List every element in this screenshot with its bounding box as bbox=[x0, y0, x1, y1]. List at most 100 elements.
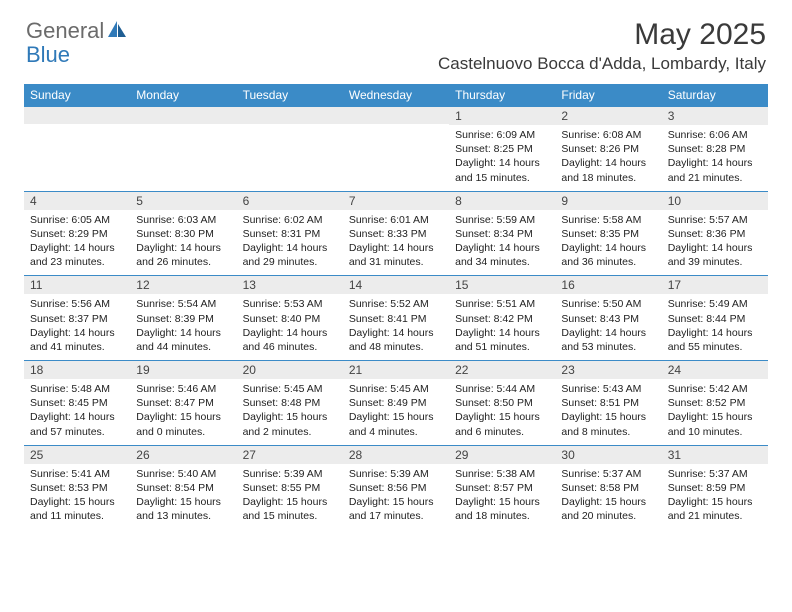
daylight-text: Daylight: 15 hours and 15 minutes. bbox=[243, 495, 337, 523]
day-body: Sunrise: 6:05 AMSunset: 8:29 PMDaylight:… bbox=[24, 210, 130, 276]
sunrise-text: Sunrise: 5:53 AM bbox=[243, 297, 337, 311]
sunrise-text: Sunrise: 5:44 AM bbox=[455, 382, 549, 396]
daylight-text: Daylight: 14 hours and 41 minutes. bbox=[30, 326, 124, 354]
day-body: Sunrise: 5:40 AMSunset: 8:54 PMDaylight:… bbox=[130, 464, 236, 530]
day-body: Sunrise: 5:54 AMSunset: 8:39 PMDaylight:… bbox=[130, 294, 236, 360]
daylight-text: Daylight: 14 hours and 46 minutes. bbox=[243, 326, 337, 354]
sunset-text: Sunset: 8:30 PM bbox=[136, 227, 230, 241]
day-body: Sunrise: 5:49 AMSunset: 8:44 PMDaylight:… bbox=[662, 294, 768, 360]
sunset-text: Sunset: 8:39 PM bbox=[136, 312, 230, 326]
daylight-text: Daylight: 15 hours and 6 minutes. bbox=[455, 410, 549, 438]
sunrise-text: Sunrise: 5:50 AM bbox=[561, 297, 655, 311]
day-body bbox=[130, 124, 236, 182]
sunset-text: Sunset: 8:50 PM bbox=[455, 396, 549, 410]
day-number: 19 bbox=[130, 361, 236, 379]
sunset-text: Sunset: 8:41 PM bbox=[349, 312, 443, 326]
logo-text-blue: Blue bbox=[26, 42, 70, 68]
day-body: Sunrise: 5:41 AMSunset: 8:53 PMDaylight:… bbox=[24, 464, 130, 530]
sunset-text: Sunset: 8:48 PM bbox=[243, 396, 337, 410]
day-cell: 18Sunrise: 5:48 AMSunset: 8:45 PMDayligh… bbox=[24, 361, 130, 446]
day-cell: 7Sunrise: 6:01 AMSunset: 8:33 PMDaylight… bbox=[343, 191, 449, 276]
day-cell bbox=[237, 107, 343, 192]
day-body: Sunrise: 6:02 AMSunset: 8:31 PMDaylight:… bbox=[237, 210, 343, 276]
sunset-text: Sunset: 8:44 PM bbox=[668, 312, 762, 326]
sunset-text: Sunset: 8:35 PM bbox=[561, 227, 655, 241]
day-number bbox=[130, 107, 236, 124]
day-cell: 1Sunrise: 6:09 AMSunset: 8:25 PMDaylight… bbox=[449, 107, 555, 192]
day-body: Sunrise: 5:39 AMSunset: 8:56 PMDaylight:… bbox=[343, 464, 449, 530]
day-cell bbox=[343, 107, 449, 192]
day-number bbox=[24, 107, 130, 124]
day-body bbox=[24, 124, 130, 182]
sunset-text: Sunset: 8:55 PM bbox=[243, 481, 337, 495]
day-cell bbox=[24, 107, 130, 192]
day-body: Sunrise: 5:50 AMSunset: 8:43 PMDaylight:… bbox=[555, 294, 661, 360]
day-body: Sunrise: 5:51 AMSunset: 8:42 PMDaylight:… bbox=[449, 294, 555, 360]
sunrise-text: Sunrise: 6:09 AM bbox=[455, 128, 549, 142]
day-cell bbox=[130, 107, 236, 192]
day-number: 5 bbox=[130, 192, 236, 210]
sunrise-text: Sunrise: 5:51 AM bbox=[455, 297, 549, 311]
day-body: Sunrise: 6:03 AMSunset: 8:30 PMDaylight:… bbox=[130, 210, 236, 276]
title-block: May 2025 Castelnuovo Bocca d'Adda, Lomba… bbox=[438, 18, 766, 74]
daylight-text: Daylight: 14 hours and 15 minutes. bbox=[455, 156, 549, 184]
sunrise-text: Sunrise: 5:37 AM bbox=[561, 467, 655, 481]
sunrise-text: Sunrise: 5:39 AM bbox=[349, 467, 443, 481]
sunset-text: Sunset: 8:43 PM bbox=[561, 312, 655, 326]
day-body: Sunrise: 6:01 AMSunset: 8:33 PMDaylight:… bbox=[343, 210, 449, 276]
sunset-text: Sunset: 8:47 PM bbox=[136, 396, 230, 410]
day-cell: 20Sunrise: 5:45 AMSunset: 8:48 PMDayligh… bbox=[237, 361, 343, 446]
sunset-text: Sunset: 8:26 PM bbox=[561, 142, 655, 156]
daylight-text: Daylight: 14 hours and 39 minutes. bbox=[668, 241, 762, 269]
sunrise-text: Sunrise: 5:40 AM bbox=[136, 467, 230, 481]
dayhead-sat: Saturday bbox=[662, 84, 768, 107]
sunset-text: Sunset: 8:49 PM bbox=[349, 396, 443, 410]
location: Castelnuovo Bocca d'Adda, Lombardy, Ital… bbox=[438, 54, 766, 74]
sunset-text: Sunset: 8:40 PM bbox=[243, 312, 337, 326]
day-cell: 26Sunrise: 5:40 AMSunset: 8:54 PMDayligh… bbox=[130, 445, 236, 529]
day-cell: 27Sunrise: 5:39 AMSunset: 8:55 PMDayligh… bbox=[237, 445, 343, 529]
day-cell: 14Sunrise: 5:52 AMSunset: 8:41 PMDayligh… bbox=[343, 276, 449, 361]
day-cell: 6Sunrise: 6:02 AMSunset: 8:31 PMDaylight… bbox=[237, 191, 343, 276]
sunrise-text: Sunrise: 5:42 AM bbox=[668, 382, 762, 396]
sunrise-text: Sunrise: 6:08 AM bbox=[561, 128, 655, 142]
day-cell: 5Sunrise: 6:03 AMSunset: 8:30 PMDaylight… bbox=[130, 191, 236, 276]
sunrise-text: Sunrise: 5:38 AM bbox=[455, 467, 549, 481]
day-number: 22 bbox=[449, 361, 555, 379]
sunset-text: Sunset: 8:56 PM bbox=[349, 481, 443, 495]
day-number: 1 bbox=[449, 107, 555, 125]
day-body bbox=[237, 124, 343, 182]
day-body: Sunrise: 5:38 AMSunset: 8:57 PMDaylight:… bbox=[449, 464, 555, 530]
daylight-text: Daylight: 14 hours and 31 minutes. bbox=[349, 241, 443, 269]
dayhead-sun: Sunday bbox=[24, 84, 130, 107]
sunset-text: Sunset: 8:29 PM bbox=[30, 227, 124, 241]
day-number: 27 bbox=[237, 446, 343, 464]
day-body: Sunrise: 5:48 AMSunset: 8:45 PMDaylight:… bbox=[24, 379, 130, 445]
week-row: 11Sunrise: 5:56 AMSunset: 8:37 PMDayligh… bbox=[24, 276, 768, 361]
header: General May 2025 Castelnuovo Bocca d'Add… bbox=[0, 0, 792, 78]
daylight-text: Daylight: 14 hours and 18 minutes. bbox=[561, 156, 655, 184]
sunrise-text: Sunrise: 5:56 AM bbox=[30, 297, 124, 311]
sunset-text: Sunset: 8:28 PM bbox=[668, 142, 762, 156]
day-number: 15 bbox=[449, 276, 555, 294]
day-body: Sunrise: 5:45 AMSunset: 8:48 PMDaylight:… bbox=[237, 379, 343, 445]
sunrise-text: Sunrise: 5:46 AM bbox=[136, 382, 230, 396]
day-number: 24 bbox=[662, 361, 768, 379]
day-cell: 15Sunrise: 5:51 AMSunset: 8:42 PMDayligh… bbox=[449, 276, 555, 361]
day-body: Sunrise: 5:59 AMSunset: 8:34 PMDaylight:… bbox=[449, 210, 555, 276]
sunrise-text: Sunrise: 6:02 AM bbox=[243, 213, 337, 227]
dayhead-fri: Friday bbox=[555, 84, 661, 107]
sunset-text: Sunset: 8:36 PM bbox=[668, 227, 762, 241]
day-cell: 17Sunrise: 5:49 AMSunset: 8:44 PMDayligh… bbox=[662, 276, 768, 361]
day-number: 29 bbox=[449, 446, 555, 464]
day-cell: 9Sunrise: 5:58 AMSunset: 8:35 PMDaylight… bbox=[555, 191, 661, 276]
sunrise-text: Sunrise: 5:43 AM bbox=[561, 382, 655, 396]
daylight-text: Daylight: 14 hours and 34 minutes. bbox=[455, 241, 549, 269]
day-body: Sunrise: 5:45 AMSunset: 8:49 PMDaylight:… bbox=[343, 379, 449, 445]
daylight-text: Daylight: 14 hours and 21 minutes. bbox=[668, 156, 762, 184]
day-body: Sunrise: 5:37 AMSunset: 8:59 PMDaylight:… bbox=[662, 464, 768, 530]
dayhead-mon: Monday bbox=[130, 84, 236, 107]
day-header-row: Sunday Monday Tuesday Wednesday Thursday… bbox=[24, 84, 768, 107]
day-cell: 28Sunrise: 5:39 AMSunset: 8:56 PMDayligh… bbox=[343, 445, 449, 529]
day-body: Sunrise: 5:56 AMSunset: 8:37 PMDaylight:… bbox=[24, 294, 130, 360]
